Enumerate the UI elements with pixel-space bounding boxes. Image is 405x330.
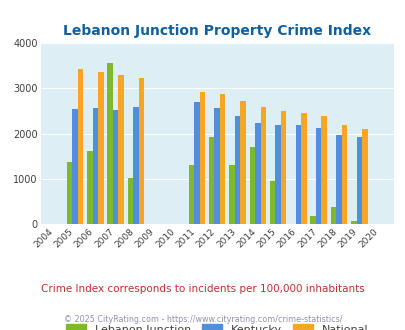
Bar <box>128 178 133 224</box>
Bar <box>260 107 265 224</box>
Bar <box>199 92 205 224</box>
Bar <box>209 137 214 224</box>
Bar <box>188 164 194 224</box>
Bar <box>118 75 124 224</box>
Bar <box>139 78 144 224</box>
Bar <box>269 181 275 224</box>
Bar <box>78 69 83 224</box>
Title: Lebanon Junction Property Crime Index: Lebanon Junction Property Crime Index <box>63 23 370 38</box>
Bar <box>98 72 103 224</box>
Bar <box>92 108 98 224</box>
Bar <box>341 124 346 224</box>
Bar <box>350 221 356 224</box>
Bar <box>301 113 306 224</box>
Bar <box>335 135 341 224</box>
Bar <box>72 109 78 224</box>
Legend: Lebanon Junction, Kentucky, National: Lebanon Junction, Kentucky, National <box>66 324 368 330</box>
Bar <box>133 107 139 224</box>
Bar <box>234 116 240 224</box>
Bar <box>87 151 92 224</box>
Bar <box>361 129 367 224</box>
Bar <box>315 128 321 224</box>
Bar <box>194 102 199 224</box>
Bar <box>249 147 254 224</box>
Bar <box>330 207 335 224</box>
Bar <box>295 124 301 224</box>
Bar <box>356 137 361 224</box>
Bar <box>67 162 72 224</box>
Bar <box>107 63 113 224</box>
Bar <box>254 123 260 224</box>
Bar <box>214 108 220 224</box>
Bar <box>321 116 326 224</box>
Bar <box>275 125 280 224</box>
Text: © 2025 CityRating.com - https://www.cityrating.com/crime-statistics/: © 2025 CityRating.com - https://www.city… <box>64 315 341 324</box>
Bar <box>220 94 225 224</box>
Bar <box>113 110 118 224</box>
Bar <box>280 111 286 224</box>
Bar <box>310 216 315 224</box>
Text: Crime Index corresponds to incidents per 100,000 inhabitants: Crime Index corresponds to incidents per… <box>41 284 364 294</box>
Bar <box>240 101 245 224</box>
Bar <box>229 165 234 224</box>
